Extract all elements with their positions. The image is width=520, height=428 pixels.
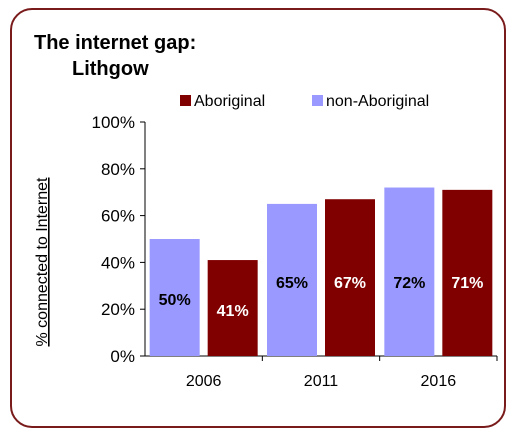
data-label: 65% xyxy=(276,275,308,292)
y-tick-label: 0% xyxy=(110,347,135,366)
x-tick-label: 2016 xyxy=(421,373,457,390)
bar-aboriginal xyxy=(325,199,375,356)
chart-title-line2: Lithgow xyxy=(72,58,149,80)
data-label: 67% xyxy=(334,275,366,292)
y-tick-label: 20% xyxy=(101,300,135,319)
bar-non-aboriginal xyxy=(384,187,435,356)
y-axis-label: % connected to Internet xyxy=(34,177,51,347)
legend-entry: Aboriginal xyxy=(194,93,265,110)
data-label: 72% xyxy=(393,275,425,292)
bar-aboriginal xyxy=(207,260,258,356)
legend-entry: non-Aboriginal xyxy=(326,93,429,110)
y-tick-label: 40% xyxy=(101,253,135,272)
y-tick-label: 100% xyxy=(92,113,135,132)
data-label: 50% xyxy=(159,292,191,309)
legend-swatch xyxy=(180,95,191,106)
bar-non-aboriginal xyxy=(267,203,317,356)
x-tick-label: 2011 xyxy=(304,373,339,390)
chart-bars: 50% 41% 65% 67% 72% 71% xyxy=(149,187,493,356)
legend-swatch xyxy=(312,95,323,106)
data-label: 71% xyxy=(451,275,483,292)
bar-aboriginal xyxy=(442,189,493,356)
y-tick-label: 60% xyxy=(101,207,135,226)
data-label: 41% xyxy=(217,303,249,320)
chart-legend: Aboriginal non-Aboriginal xyxy=(180,93,429,110)
x-tick-label: 2006 xyxy=(186,373,222,390)
bar-non-aboriginal xyxy=(149,239,200,356)
chart-title-line1: The internet gap: xyxy=(34,32,197,54)
y-tick-label: 80% xyxy=(101,160,135,179)
bar-chart: 0% 20% 40% 60% 80% 100% 2006 2011 2016 50% 41% 65%… xyxy=(34,93,498,390)
chart-title: The internet gap: Lithgow xyxy=(34,30,196,82)
chart-axes: 0% 20% 40% 60% 80% 100% 2006 2011 2016 xyxy=(92,113,498,390)
